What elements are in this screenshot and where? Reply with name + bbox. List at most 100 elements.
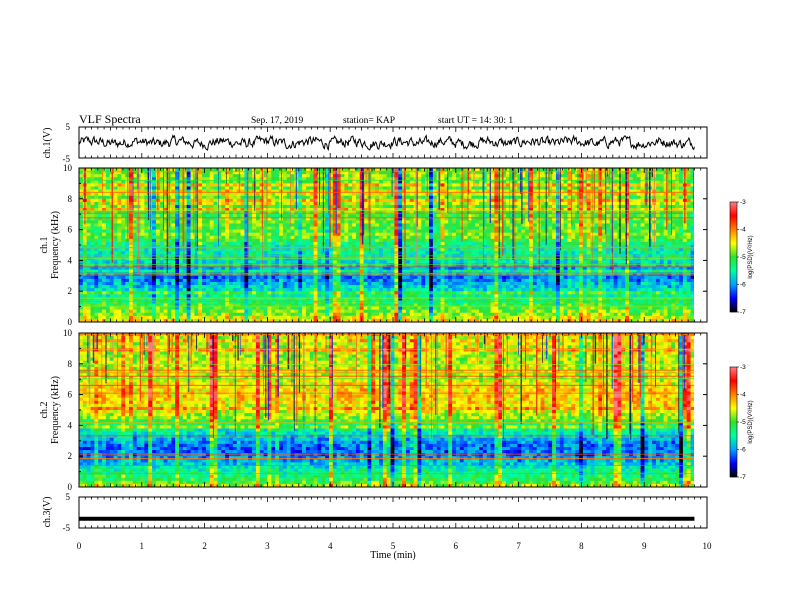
spectrogram-cell — [409, 229, 415, 234]
spectrogram-cell — [202, 232, 207, 237]
spectrogram-cell — [140, 260, 145, 265]
spectrogram-cell — [375, 208, 380, 212]
spectrogram-cell — [121, 174, 126, 178]
spectrogram-cell — [279, 294, 284, 298]
spectrogram-cell — [282, 312, 288, 317]
spectrogram-cell — [255, 315, 261, 320]
spectrogram-cell — [144, 248, 149, 252]
spectrogram-cell — [444, 315, 449, 320]
spectrogram-cell — [225, 198, 230, 203]
spectrogram-cell — [79, 269, 84, 274]
spectrogram-cell — [98, 257, 103, 261]
spectrogram-cell — [425, 318, 430, 322]
spectrogram-cell — [344, 189, 349, 194]
spectrogram-cell — [167, 309, 172, 314]
spectrogram-cell — [352, 241, 357, 246]
spectrogram-cell — [329, 266, 334, 271]
spectrogram-cell — [221, 272, 226, 277]
spectrogram-cell — [282, 318, 288, 322]
spectrogram-cell — [232, 238, 238, 243]
spectrogram-cell — [117, 312, 122, 317]
spectrogram-cell — [117, 189, 122, 194]
spectrogram-cell — [132, 315, 138, 320]
spectrogram-cell — [286, 195, 292, 200]
spectrogram-cell — [421, 315, 426, 320]
spectrogram-cell — [248, 275, 253, 280]
spectrogram-cell — [352, 275, 357, 280]
spectrogram-cell — [444, 263, 449, 268]
spectrogram-cell — [386, 168, 392, 172]
spectrogram-cell — [248, 269, 253, 274]
spectrogram-cell — [390, 220, 396, 225]
spectrogram-cell — [175, 229, 180, 234]
spectrogram-cell — [271, 229, 276, 234]
spectrogram-cell — [382, 318, 388, 322]
spectrogram-cell — [163, 266, 169, 271]
spectrogram-cell — [329, 306, 334, 311]
spectrogram-cell — [344, 300, 349, 305]
spectrogram-cell — [398, 174, 403, 178]
spectrogram-cell — [244, 318, 249, 322]
spectrogram-cell — [129, 198, 134, 203]
spectrogram-cell — [448, 275, 453, 280]
spectrogram-cell — [417, 269, 422, 274]
spectrogram-cell — [267, 214, 272, 218]
spectrogram-cell — [290, 269, 296, 274]
spectrogram-cell — [421, 195, 426, 200]
spectrogram-cell — [194, 306, 199, 311]
spectrogram-cell — [202, 297, 207, 302]
spectrogram-cell — [113, 214, 119, 218]
spectrogram-cell — [344, 238, 349, 243]
spectrogram-cell — [229, 309, 234, 314]
spectrogram-cell — [405, 251, 411, 255]
spectrogram-cell — [348, 189, 353, 194]
spectrogram-cell — [152, 260, 157, 265]
spectrogram-cell — [359, 318, 365, 322]
spectrogram-cell — [94, 214, 99, 218]
spectrogram-cell — [155, 257, 161, 261]
spectrogram-cell — [417, 281, 422, 286]
spectrogram-cell — [286, 223, 292, 228]
spectrogram-cell — [348, 220, 353, 225]
spectrogram-cell — [313, 251, 319, 255]
spectrogram-cell — [348, 183, 353, 188]
spectrogram-cell — [109, 318, 115, 322]
spectrogram-cell — [186, 291, 192, 295]
spectrogram-cell — [298, 266, 303, 271]
spectrogram-cell — [452, 266, 457, 271]
spectrogram-cell — [405, 171, 411, 175]
spectrogram-cell — [94, 297, 99, 302]
spectrogram-cell — [440, 245, 446, 249]
spectrogram-cell — [444, 318, 449, 322]
spectrogram-cell — [144, 312, 149, 317]
spectrogram-cell — [236, 303, 242, 308]
spectrogram-cell — [209, 257, 215, 261]
spectrogram-cell — [279, 235, 284, 240]
spectrogram-cell — [344, 195, 349, 200]
spectrogram-cell — [382, 297, 388, 302]
spectrogram-cell — [298, 168, 303, 172]
spectrogram-cell — [175, 266, 180, 271]
spectrogram-cell — [379, 223, 384, 228]
spectrogram-cell — [167, 291, 172, 295]
spectrogram-cell — [332, 238, 338, 243]
spectrogram-cell — [217, 201, 222, 206]
spectrogram-cell — [448, 257, 453, 261]
spectrogram-cell — [240, 297, 245, 302]
spectrogram-cell — [240, 291, 245, 295]
spectrogram-cell — [182, 269, 188, 274]
spectrogram-cell — [82, 294, 88, 298]
spectrogram-cell — [275, 269, 280, 274]
spectrogram-cell — [309, 269, 315, 274]
spectrogram-cell — [421, 285, 426, 289]
spectrogram-cell — [229, 223, 234, 228]
spectrogram-cell — [102, 220, 107, 225]
spectrogram-cell — [432, 168, 438, 172]
spectrogram-cell — [202, 312, 207, 317]
spectrogram-cell — [421, 168, 426, 172]
spectrogram-cell — [129, 241, 134, 246]
spectrogram-cell — [425, 251, 430, 255]
spectrogram-cell — [117, 235, 122, 240]
spectrogram-cell — [179, 186, 184, 191]
spectrogram-cell — [225, 241, 230, 246]
